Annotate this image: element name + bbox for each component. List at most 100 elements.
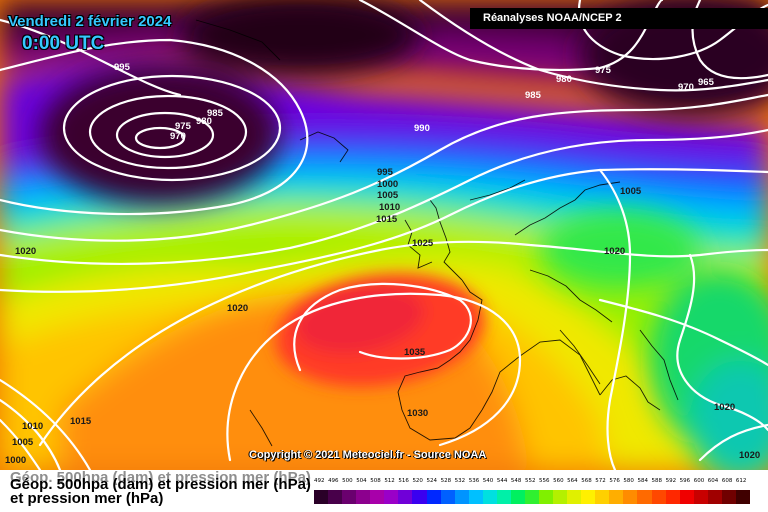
isobar-label: 1005: [620, 186, 642, 197]
scale-swatch: [440, 490, 456, 504]
isobar-label: 1035: [404, 347, 426, 358]
isobar-label: 1015: [70, 416, 92, 427]
scale-tick-label: 500: [342, 478, 353, 484]
scale-tick-label: 576: [609, 478, 620, 484]
footer-subtitle: et pression mer (hPa): [10, 490, 164, 507]
scale-tick-label: 536: [468, 478, 480, 484]
scale-swatch: [524, 490, 540, 504]
scale-tick-label: 532: [454, 478, 466, 484]
scale-swatch: [567, 490, 582, 504]
isobar-label: 1020: [227, 303, 248, 314]
isobar-label: 970: [170, 131, 186, 142]
isobar-label: 1030: [407, 408, 428, 419]
isobar-label: 980: [196, 116, 212, 127]
scale-tick-label: 512: [384, 478, 395, 484]
scale-swatch: [314, 490, 329, 504]
scale-tick-label: 592: [665, 478, 677, 484]
scale-tick-label: 612: [735, 478, 747, 484]
scale-swatch: [581, 490, 596, 504]
isobar-label: 1010: [379, 202, 400, 213]
scale-tick-label: 568: [581, 478, 592, 484]
isobar-label: 965: [698, 77, 715, 88]
scale-swatch: [398, 490, 413, 504]
isobar-label: 1020: [739, 450, 760, 461]
isobar-label: 975: [175, 121, 192, 132]
isobar-label: 985: [525, 90, 542, 101]
scale-swatch: [342, 490, 357, 504]
scale-swatch: [637, 490, 653, 504]
scale-tick-label: 556: [539, 478, 550, 484]
isobar-label: 1020: [604, 246, 625, 257]
scale-swatch: [707, 490, 723, 504]
isobar-label: 1000: [377, 179, 398, 190]
isobar-label: 995: [114, 62, 131, 73]
scale-tick-label: 600: [693, 478, 705, 484]
scale-swatch: [426, 490, 442, 504]
color-scale-legend: 492 496 500 504 508 512 516 520 524 528 532 536 540 5…: [314, 478, 751, 508]
scale-swatch: [553, 490, 568, 504]
map-time: 0:00 UTC: [22, 33, 105, 54]
scale-swatch: [693, 490, 709, 504]
scale-swatch: [496, 490, 512, 504]
isobar-label: 1020: [15, 246, 36, 257]
scale-swatch: [735, 490, 751, 504]
source-label: Réanalyses NOAA/NCEP 2: [470, 8, 768, 29]
scale-swatch: [412, 490, 427, 504]
scale-swatch: [356, 490, 371, 504]
scale-swatch: [651, 490, 667, 504]
scale-tick-label: 524: [426, 478, 438, 484]
scale-swatch: [623, 490, 638, 504]
scale-swatch: [384, 490, 399, 504]
scale-swatch: [510, 490, 526, 504]
isobar-label: 990: [414, 123, 430, 134]
isobar-label: 970: [678, 82, 694, 93]
scale-tick-label: 572: [595, 478, 606, 484]
scale-swatch: [665, 490, 681, 504]
isobar-label: 985: [207, 108, 224, 119]
isobar-label: 1015: [376, 214, 398, 225]
scale-tick-label: 492: [314, 478, 325, 484]
scale-tick-label: 496: [328, 478, 339, 484]
isobar-label: 995: [377, 167, 394, 178]
isobar-label: 1025: [412, 238, 434, 249]
scale-tick-label: 504: [356, 478, 367, 484]
scale-swatch: [721, 490, 737, 504]
footer-title: Géop. 500hpa (dam) et pression mer (hPa): [10, 476, 311, 493]
scale-tick-label: 596: [679, 478, 691, 484]
scale-swatch: [595, 490, 610, 504]
isobar-label: 1005: [12, 437, 34, 448]
scale-tick-label: 544: [496, 478, 508, 484]
scale-swatch: [370, 490, 385, 504]
scale-tick-label: 588: [651, 478, 663, 484]
isobar-label: 1020: [714, 402, 735, 413]
scale-tick-label: 560: [553, 478, 564, 484]
isobar-label: 980: [556, 74, 572, 85]
scale-tick-label: 584: [637, 478, 648, 484]
scale-tick-label: 608: [721, 478, 733, 484]
scale-swatch: [468, 490, 484, 504]
isobar-label: 1000: [5, 455, 26, 466]
scale-swatch: [328, 490, 343, 504]
coastlines: [195, 19, 679, 447]
scale-swatch: [609, 490, 624, 504]
scale-tick-label: 540: [482, 478, 494, 484]
isobar-label: 1010: [22, 421, 43, 432]
scale-swatch: [539, 490, 554, 504]
scale-swatch: [482, 490, 498, 504]
scale-tick-label: 604: [707, 478, 719, 484]
isobar-label: 975: [595, 65, 612, 76]
scale-tick-label: 564: [567, 478, 578, 484]
scale-tick-label: 520: [412, 478, 423, 484]
scale-tick-label: 580: [623, 478, 634, 484]
geopotential-color-field: [0, 0, 768, 480]
isobar-labels: 995 975 980 970 985 990 985 980 975 970 …: [5, 62, 760, 466]
footer-title-shadow: Géop. 500hpa (dam) et pression mer (hPa): [10, 469, 311, 486]
map-date: Vendredi 2 février 2024: [8, 13, 172, 30]
scale-tick-label: 508: [370, 478, 381, 484]
scale-tick-label: 552: [524, 478, 536, 484]
copyright-text: Copyright © 2021 Meteociel.fr - Source N…: [249, 449, 487, 461]
isobars: [0, 0, 768, 462]
scale-swatch: [454, 490, 470, 504]
